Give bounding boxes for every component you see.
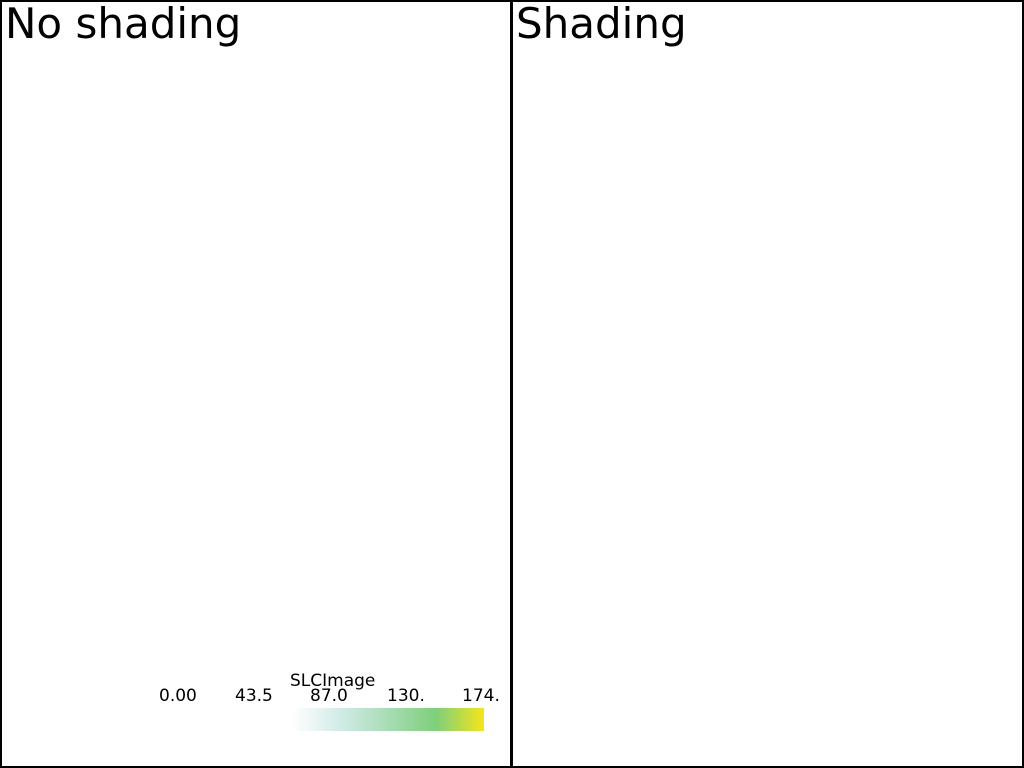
scalar-bar-tick-label: 130. — [387, 686, 425, 706]
scalar-bar-tick-label: 43.5 — [235, 686, 273, 706]
viewport-shading[interactable]: Shading — [511, 0, 1024, 768]
scalar-bar-title: SLCImage — [290, 671, 376, 691]
scalar-bar-colormap — [292, 708, 484, 731]
viewport-no-shading[interactable]: No shading SLCImage 0.00 43.5 87.0 130. … — [0, 0, 512, 768]
viewport-title: Shading — [516, 0, 687, 48]
scalar-bar-tick-label: 174. — [462, 686, 500, 706]
scalar-bar: SLCImage 0.00 43.5 87.0 130. 174. — [2, 2, 510, 766]
scalar-bar-tick-label: 87.0 — [310, 686, 348, 706]
scalar-bar-tick-label: 0.00 — [159, 686, 197, 706]
viewport-title: No shading — [5, 0, 242, 48]
